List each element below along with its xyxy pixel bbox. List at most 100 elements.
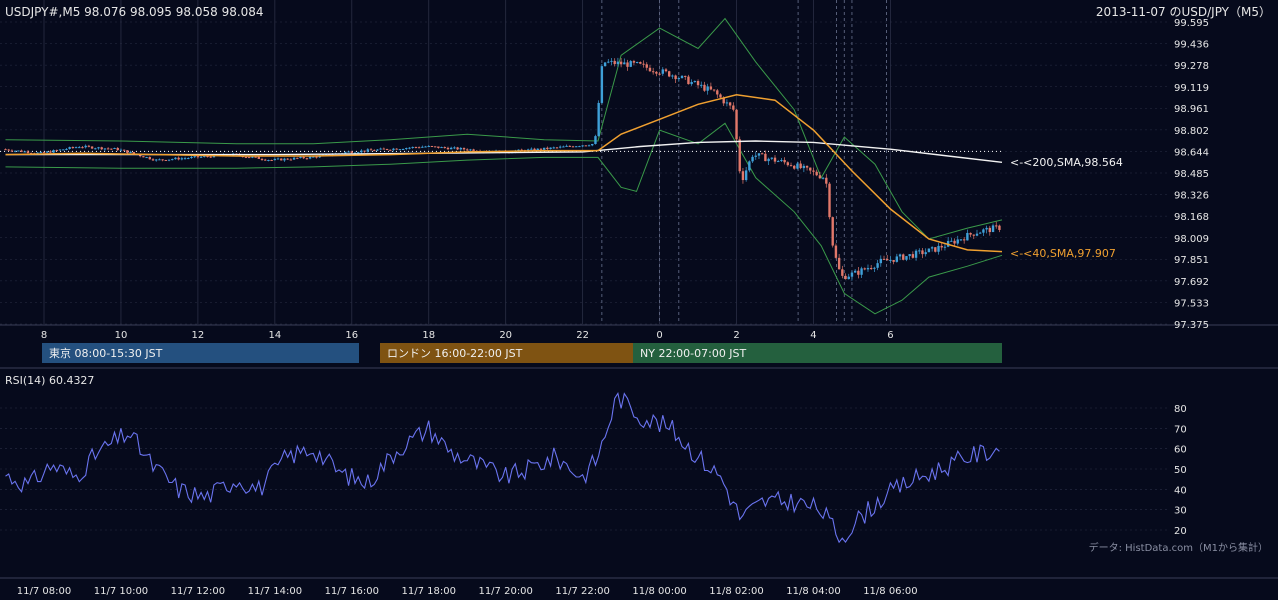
candle-body	[539, 148, 543, 150]
candle-body	[530, 148, 533, 150]
session-bar	[380, 343, 633, 363]
rsi-x-tick: 11/8 02:00	[709, 586, 763, 597]
candle-body	[36, 152, 39, 154]
candle-body	[167, 159, 171, 161]
candle-body	[155, 159, 158, 161]
candle-body	[834, 245, 838, 258]
candle-body	[809, 167, 812, 171]
price-x-tick: 14	[268, 330, 281, 341]
candle-body	[94, 148, 97, 150]
candle-body	[651, 71, 655, 73]
candle-body	[770, 157, 773, 159]
candle-body	[818, 175, 822, 179]
session-label: ロンドン 16:00-22:00 JST	[387, 347, 523, 360]
candle-body	[126, 150, 129, 153]
candle-body	[180, 158, 184, 160]
candle-body	[571, 146, 575, 148]
candle-body	[610, 60, 613, 62]
candle-body	[642, 63, 645, 65]
candle-body	[668, 71, 671, 77]
candle-body	[700, 84, 703, 86]
candle-body	[921, 250, 924, 255]
candle-body	[889, 259, 892, 261]
candle-body	[113, 147, 116, 149]
candle-body	[619, 61, 623, 65]
candle-body	[716, 90, 719, 95]
candle-body	[825, 177, 828, 184]
candle-body	[831, 217, 834, 246]
price-y-tick: 98.168	[1174, 212, 1209, 223]
candle-body	[546, 147, 549, 149]
price-x-tick: 12	[192, 330, 205, 341]
candle-body	[655, 71, 658, 74]
candle-body	[639, 62, 642, 64]
candle-body	[969, 232, 972, 235]
candle-body	[616, 61, 620, 65]
candle-body	[863, 268, 866, 270]
price-y-tick: 99.119	[1174, 83, 1209, 94]
candle-body	[20, 150, 23, 152]
price-x-tick: 6	[887, 330, 893, 341]
candle-body	[360, 150, 363, 153]
candle-body	[193, 156, 196, 158]
candle-body	[943, 246, 947, 248]
candle-body	[55, 150, 59, 152]
candle-body	[892, 259, 895, 262]
rsi-x-tick: 11/7 14:00	[248, 586, 302, 597]
candle-body	[379, 148, 382, 150]
candle-body	[533, 148, 536, 151]
candle-body	[401, 149, 405, 151]
candle-body	[869, 268, 873, 270]
candle-body	[837, 257, 841, 270]
candle-body	[664, 69, 668, 72]
candle-body	[684, 75, 687, 77]
candle-body	[244, 157, 248, 159]
candle-body	[164, 159, 168, 161]
candle-body	[187, 158, 190, 160]
candle-body	[520, 149, 523, 151]
candle-body	[594, 136, 597, 144]
candle-body	[110, 148, 113, 150]
candle-body	[815, 171, 818, 176]
candle-body	[39, 152, 42, 154]
rsi-x-tick: 11/7 08:00	[17, 586, 71, 597]
candle-body	[744, 170, 748, 181]
candle-body	[908, 254, 911, 257]
candle-body	[414, 146, 418, 148]
candle-body	[661, 69, 664, 74]
candle-body	[735, 109, 738, 140]
candle-body	[578, 146, 581, 148]
candle-body	[71, 147, 75, 149]
candle-body	[398, 149, 402, 151]
price-y-tick: 97.375	[1174, 320, 1209, 331]
candle-body	[13, 150, 17, 152]
candle-body	[748, 161, 751, 171]
candle-body	[591, 143, 594, 146]
candle-body	[247, 157, 251, 159]
candle-body	[940, 245, 943, 248]
candle-body	[286, 158, 289, 160]
candle-body	[635, 62, 639, 64]
candle-body	[597, 102, 600, 137]
candle-body	[828, 183, 831, 218]
candle-body	[283, 158, 286, 161]
candle-body	[81, 147, 84, 149]
candle-body	[850, 272, 854, 277]
sma40-label: <-<40,SMA,97.907	[1010, 247, 1116, 260]
candle-body	[42, 152, 46, 154]
price-x-tick: 0	[656, 330, 662, 341]
price-x-tick: 4	[810, 330, 816, 341]
candle-body	[87, 145, 91, 147]
price-y-tick: 98.961	[1174, 104, 1209, 115]
candle-body	[395, 148, 398, 150]
candle-body	[645, 64, 648, 68]
candle-body	[575, 146, 578, 148]
candle-body	[203, 156, 206, 158]
price-y-tick: 97.851	[1174, 255, 1209, 266]
candle-body	[142, 156, 145, 158]
candle-body	[183, 158, 187, 160]
candle-body	[841, 269, 844, 276]
price-x-tick: 16	[345, 330, 358, 341]
candle-body	[23, 151, 26, 153]
candle-body	[190, 156, 193, 159]
